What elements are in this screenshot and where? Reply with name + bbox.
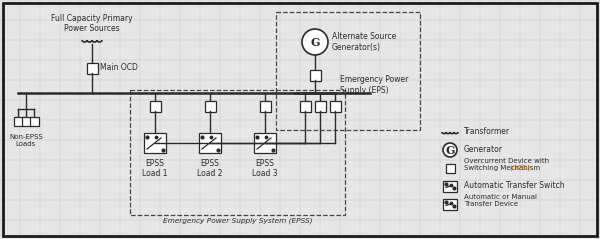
Text: Emergency Power Supply System (EPSS): Emergency Power Supply System (EPSS) [163, 217, 312, 224]
Text: Emergency Power
Supply (EPS): Emergency Power Supply (EPS) [340, 75, 409, 95]
Bar [443, 199, 457, 210]
Text: Main OCD: Main OCD [100, 64, 138, 72]
Text: Non-EPSS
Loads: Non-EPSS Loads [9, 134, 43, 147]
Text: Generator: Generator [464, 146, 503, 154]
Text: EPSS
Load 2: EPSS Load 2 [197, 159, 223, 178]
Bar [299, 101, 311, 112]
Text: EPSS
Load 1: EPSS Load 1 [142, 159, 168, 178]
Bar [29, 116, 38, 125]
Bar [130, 90, 345, 215]
Bar [22, 116, 31, 125]
Bar [199, 133, 221, 153]
Bar [443, 180, 457, 191]
Bar [260, 101, 271, 112]
Bar [314, 101, 325, 112]
Bar [254, 133, 276, 153]
Bar [329, 101, 341, 112]
Text: Transfer Device: Transfer Device [464, 201, 518, 207]
Circle shape [302, 29, 328, 55]
Text: EPSS
Load 3: EPSS Load 3 [252, 159, 278, 178]
Bar [14, 116, 23, 125]
Bar [276, 12, 420, 130]
Bar [86, 63, 97, 74]
Text: Transformer: Transformer [464, 127, 510, 136]
Text: Full Capacity Primary
Power Sources: Full Capacity Primary Power Sources [51, 14, 133, 33]
Bar [144, 133, 166, 153]
Text: G: G [445, 145, 455, 156]
Text: Automatic or Manual: Automatic or Manual [464, 194, 537, 200]
Bar [205, 101, 215, 112]
Bar [149, 101, 161, 112]
Circle shape [443, 143, 457, 157]
Text: Overcurrent Device with: Overcurrent Device with [464, 158, 549, 164]
Bar [445, 163, 455, 173]
Text: Switching Mechanism: Switching Mechanism [464, 165, 542, 171]
Text: (OCD): (OCD) [509, 164, 530, 171]
Bar [310, 70, 320, 81]
Text: Automatic Transfer Switch: Automatic Transfer Switch [464, 181, 565, 190]
Text: G: G [310, 37, 320, 48]
Text: Alternate Source
Generator(s): Alternate Source Generator(s) [332, 32, 396, 52]
